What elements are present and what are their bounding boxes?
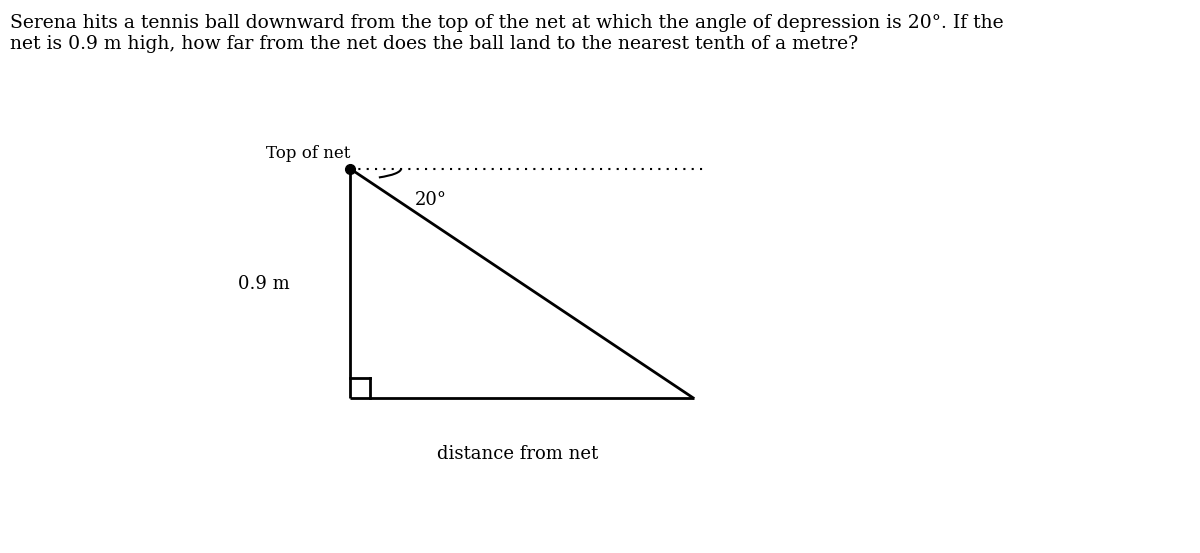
Text: distance from net: distance from net <box>437 445 598 463</box>
Text: 20°: 20° <box>415 191 448 210</box>
Text: Top of net: Top of net <box>266 145 350 162</box>
Text: Serena hits a tennis ball downward from the top of the net at which the angle of: Serena hits a tennis ball downward from … <box>10 14 1003 53</box>
Text: 0.9 m: 0.9 m <box>239 274 290 293</box>
